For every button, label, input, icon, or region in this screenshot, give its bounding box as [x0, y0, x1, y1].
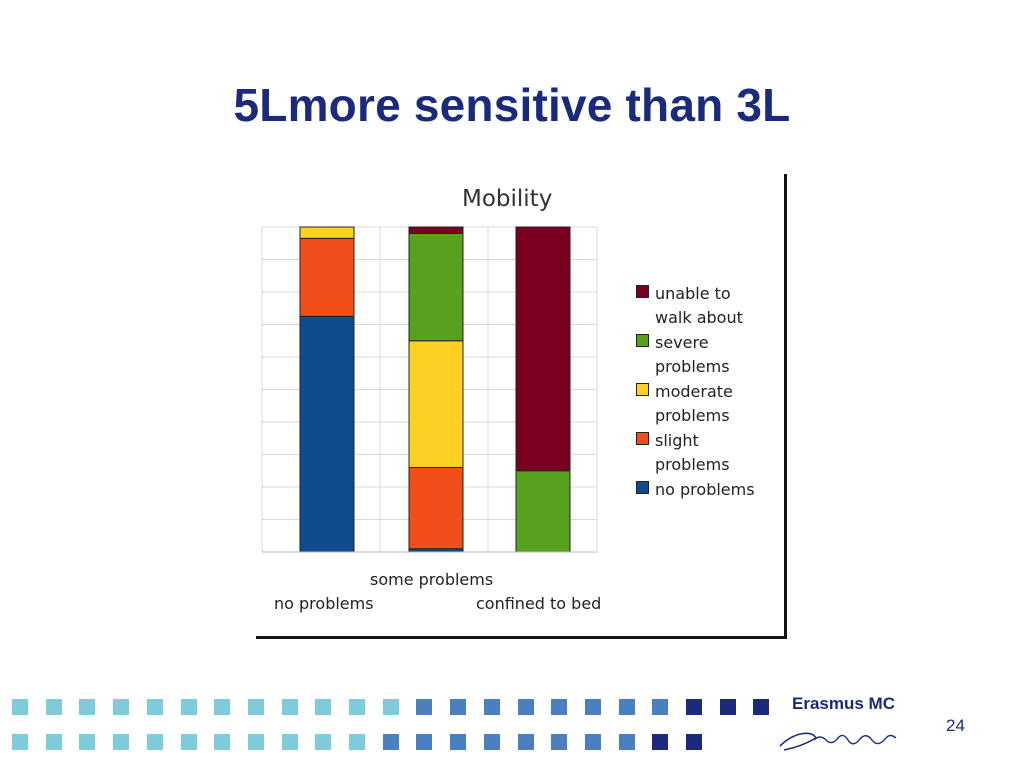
footer-square	[45, 734, 62, 750]
legend-swatch	[636, 481, 649, 494]
legend-label: slight problems	[655, 431, 730, 474]
footer-square	[686, 734, 702, 750]
legend-label: unable to walk about	[655, 284, 743, 327]
footer-square	[146, 734, 163, 750]
footer-square	[79, 699, 96, 715]
footer-square	[180, 699, 197, 715]
footer-square	[113, 734, 130, 750]
category-label-confined-to-bed: confined to bed	[476, 594, 602, 613]
legend-swatch	[636, 432, 649, 445]
footer-square	[551, 734, 568, 750]
footer-square	[753, 699, 770, 715]
footer-square	[652, 699, 669, 715]
footer-square	[719, 699, 736, 715]
legend-item: moderate problems	[636, 380, 776, 428]
chart-title: Mobility	[462, 186, 553, 212]
footer-square	[450, 699, 467, 715]
footer-square	[483, 699, 500, 715]
bar-segment-no-problems-moderate-problems	[299, 226, 355, 239]
footer-square	[618, 699, 635, 715]
footer-square	[382, 699, 399, 715]
legend-item: severe problems	[636, 331, 776, 379]
footer-square	[584, 734, 601, 750]
footer-square	[618, 734, 635, 750]
footer-square	[12, 734, 28, 750]
footer-square	[450, 734, 467, 750]
bar-segment-confined-to-bed-unable-to-walk-about	[515, 226, 571, 472]
stacked-bar-chart	[261, 226, 598, 553]
footer-square	[79, 734, 96, 750]
bar-segment-no-problems-no-problems	[299, 315, 355, 553]
category-label-no-problems: no problems	[274, 594, 374, 613]
footer-square	[45, 699, 62, 715]
footer-square	[517, 699, 534, 715]
footer-square	[349, 699, 365, 715]
footer-square	[416, 699, 433, 715]
bar-segment-confined-to-bed-severe-problems	[515, 470, 571, 553]
footer-square	[416, 734, 433, 750]
footer-square	[349, 734, 365, 750]
legend-label: moderate problems	[655, 382, 733, 425]
footer-square	[214, 734, 231, 750]
footer-square	[315, 734, 332, 750]
footer-square	[281, 699, 298, 715]
bar-segment-some-problems-unable-to-walk-about	[408, 226, 464, 234]
footer-square	[517, 734, 534, 750]
slide-title: 5Lmore sensitive than 3L	[233, 79, 791, 131]
bar-segment-some-problems-slight-problems	[408, 467, 464, 550]
footer-square	[146, 699, 163, 715]
bar-segment-no-problems-slight-problems	[299, 237, 355, 317]
erasmus-signature-logo	[779, 732, 897, 751]
page-number: 24	[946, 716, 965, 735]
footer-square	[247, 734, 264, 750]
legend-label: severe problems	[655, 333, 730, 376]
legend-swatch	[636, 383, 649, 396]
footer-square	[315, 699, 332, 715]
erasmus-mc-logo: Erasmus MC	[792, 694, 895, 713]
footer-square	[180, 734, 197, 750]
legend-swatch	[636, 285, 649, 298]
footer-square	[113, 699, 130, 715]
footer-square	[12, 699, 28, 715]
bar-segment-some-problems-moderate-problems	[408, 340, 464, 468]
legend-swatch	[636, 334, 649, 347]
legend-label: no problems	[655, 480, 755, 499]
footer-square	[214, 699, 231, 715]
footer-square	[551, 699, 568, 715]
chart-legend: unable to walk about severe problems moder…	[636, 284, 776, 507]
footer-square	[652, 734, 669, 750]
legend-item: unable to walk about	[636, 282, 776, 330]
legend-item: no problems	[636, 478, 776, 502]
footer-square	[382, 734, 399, 750]
category-label-some-problems: some problems	[370, 570, 494, 589]
footer-square	[247, 699, 264, 715]
footer-square	[686, 699, 702, 715]
bar-segment-some-problems-severe-problems	[408, 233, 464, 342]
footer-square	[483, 734, 500, 750]
legend-item: slight problems	[636, 429, 776, 477]
chart-frame: Mobility no problems some problems confi…	[256, 174, 787, 639]
footer-square	[584, 699, 601, 715]
footer-square	[281, 734, 298, 750]
